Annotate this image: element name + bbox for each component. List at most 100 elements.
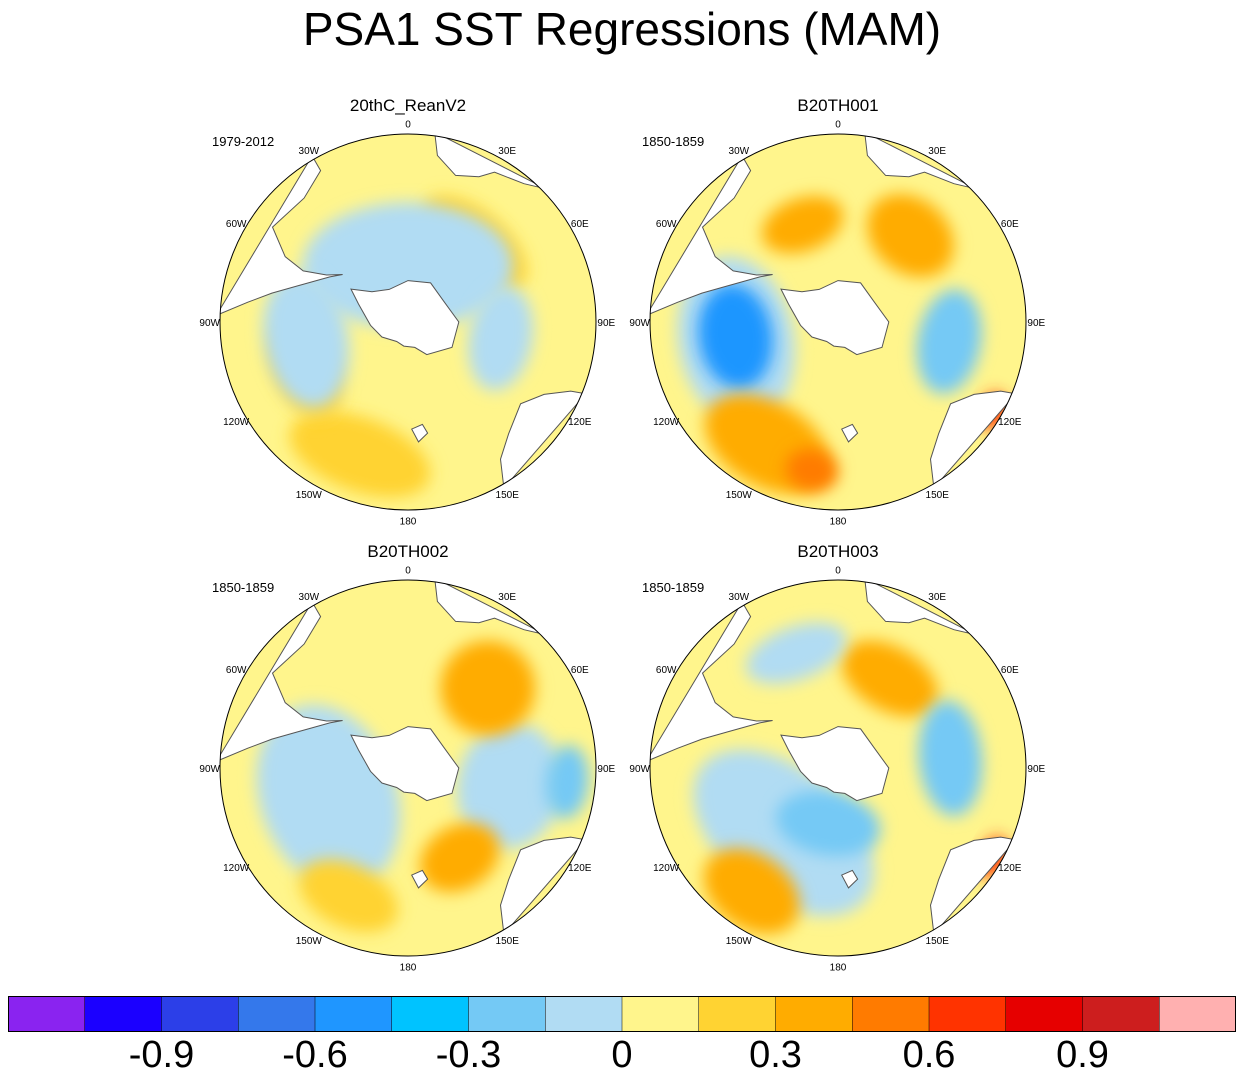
colorbar-swatch — [1159, 996, 1236, 1032]
panel-b20th002: B20TH002 1850-1859 0 30E 60E 90E 120E 150E 180… — [199, 542, 615, 974]
longitude-label: 60W — [226, 219, 247, 230]
sst-anomaly-region — [867, 194, 954, 278]
colorbar-swatch — [84, 996, 163, 1032]
longitude-label: 30W — [729, 146, 750, 157]
longitude-label: 120E — [998, 863, 1022, 874]
sst-anomaly-region — [745, 622, 847, 684]
longitude-label: 60W — [656, 665, 677, 676]
longitude-label: 120E — [998, 417, 1022, 428]
south-america-landmass — [650, 154, 773, 317]
longitude-label: 90W — [199, 318, 220, 329]
antarctica-landmass — [780, 726, 890, 802]
colorbar-tick-label: -0.9 — [128, 1034, 195, 1076]
map-border — [649, 579, 1027, 957]
polar-map: 0 30E 60E 90E 120E 150E 180 150W 120W 90W 60W 30W — [199, 566, 615, 974]
colorbar-swatch — [621, 996, 700, 1032]
sst-anomaly-region — [776, 791, 881, 856]
sst-anomaly-region — [468, 286, 534, 391]
longitude-label: 90W — [199, 764, 220, 775]
colorbar-swatch — [314, 996, 393, 1032]
sst-anomaly-region — [785, 448, 839, 492]
longitude-label: 0 — [405, 566, 411, 577]
longitude-label: 30W — [299, 592, 320, 603]
longitude-label: 0 — [405, 120, 411, 131]
longitude-label: 90E — [597, 318, 615, 329]
panel-title: B20TH003 — [797, 542, 879, 561]
longitude-label: 120W — [223, 863, 250, 874]
antarctica-landmass — [780, 280, 890, 356]
colorbar-swatch — [1082, 996, 1160, 1032]
new-zealand-landmass — [841, 423, 859, 443]
colorbar-tick-label: 0.9 — [1056, 1034, 1109, 1076]
longitude-label: 150W — [726, 936, 753, 947]
longitude-label: 90E — [1027, 318, 1045, 329]
panel-20thc-reanv2: 20thC_ReanV2 1979-2012 0 30E 60E 90E 120E 150… — [199, 96, 615, 528]
sst-anomaly-region — [440, 640, 536, 736]
longitude-label: 60E — [1001, 219, 1019, 230]
longitude-label: 30E — [928, 146, 946, 157]
longitude-label: 60E — [1001, 665, 1019, 676]
figure-title: PSA1 SST Regressions (MAM) — [302, 3, 942, 55]
sst-anomaly-region — [703, 848, 800, 934]
new-zealand-landmass — [841, 869, 859, 889]
colorbar — [8, 996, 1236, 1032]
panel-title: B20TH001 — [797, 96, 879, 115]
colorbar-tick-label: 0 — [611, 1034, 633, 1076]
panel-title: B20TH002 — [367, 542, 449, 561]
map-border — [649, 133, 1027, 511]
colorbar-swatch — [928, 996, 1007, 1032]
longitude-label: 180 — [830, 962, 847, 973]
colorbar-swatch — [1005, 996, 1084, 1032]
longitude-label: 180 — [830, 516, 847, 527]
colorbar-swatch — [468, 996, 546, 1032]
longitude-label: 120W — [653, 417, 680, 428]
colorbar-swatch — [852, 996, 930, 1032]
longitude-label: 120E — [568, 863, 592, 874]
panel-b20th001: B20TH001 1850-1859 0 30E 60E 90E 120E 150E 180… — [629, 96, 1045, 528]
panel-period: 1850-1859 — [642, 134, 705, 149]
sst-anomaly-region — [263, 272, 350, 408]
antarctica-landmass — [350, 280, 460, 356]
longitude-label: 30W — [729, 592, 750, 603]
colorbar-swatch — [775, 996, 853, 1032]
sst-anomaly-region — [456, 723, 563, 849]
polar-map: 0 30E 60E 90E 120E 150E 180 150W 120W 90W 60W 30W — [629, 566, 1045, 974]
longitude-label: 30E — [498, 592, 516, 603]
longitude-label: 90W — [629, 764, 650, 775]
colorbar-swatch — [238, 996, 316, 1032]
sst-anomaly-region — [918, 700, 983, 816]
longitude-label: 90E — [1027, 764, 1045, 775]
colorbar-tick-label: 0.6 — [902, 1034, 956, 1076]
longitude-label: 150W — [296, 936, 323, 947]
panel-period: 1850-1859 — [642, 580, 705, 595]
longitude-label: 30E — [928, 592, 946, 603]
longitude-label: 150E — [926, 490, 950, 501]
polar-map: 0 30E 60E 90E 120E 150E 180 150W 120W 90W 60W 30W — [629, 120, 1045, 528]
sst-anomaly-region — [419, 822, 500, 893]
new-zealand-landmass — [411, 869, 429, 889]
map-border — [219, 579, 597, 957]
polar-map: 0 30E 60E 90E 120E 150E 180 150W 120W 90W 60W 30W — [199, 120, 615, 528]
colorbar-swatch — [698, 996, 777, 1032]
longitude-label: 30E — [498, 146, 516, 157]
longitude-label: 150W — [726, 490, 753, 501]
longitude-label: 180 — [400, 962, 417, 973]
sst-anomaly-region — [298, 859, 398, 933]
longitude-label: 60W — [226, 665, 247, 676]
south-america-landmass — [650, 600, 773, 763]
sst-anomaly-region — [698, 284, 773, 389]
longitude-label: 90W — [629, 318, 650, 329]
colorbar-swatch — [545, 996, 623, 1032]
longitude-label: 150W — [296, 490, 323, 501]
longitude-label: 180 — [400, 516, 417, 527]
longitude-label: 60W — [656, 219, 677, 230]
sst-anomaly-region — [841, 640, 938, 717]
panel-period: 1979-2012 — [212, 134, 275, 149]
colorbar-swatch — [161, 996, 239, 1032]
colorbar-tick-label: 0.3 — [749, 1034, 802, 1076]
longitude-label: 60E — [571, 665, 589, 676]
longitude-label: 150E — [926, 936, 950, 947]
colorbar-swatch — [391, 996, 470, 1032]
longitude-label: 0 — [835, 120, 841, 131]
panel-period: 1850-1859 — [212, 580, 275, 595]
